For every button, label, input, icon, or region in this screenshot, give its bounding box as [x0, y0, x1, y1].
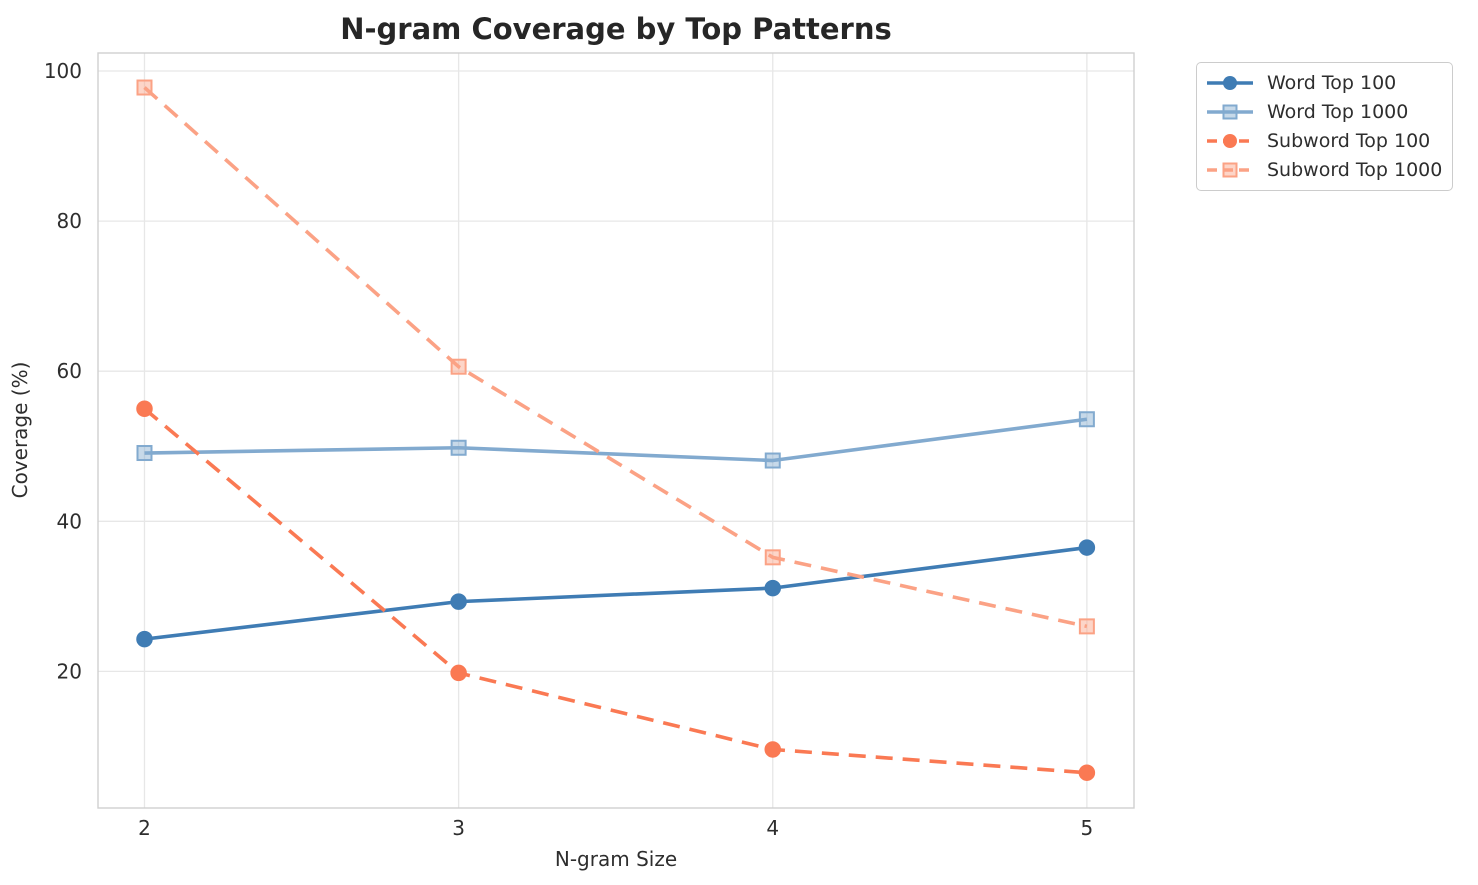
- legend-item-word-top-100: Word Top 100: [1205, 69, 1452, 97]
- data-point-marker: [136, 400, 153, 417]
- data-point-marker: [764, 549, 781, 566]
- x-tick-label: 2: [138, 816, 151, 840]
- data-point-marker: [1078, 618, 1095, 635]
- legend-item-word-top-1000: Word Top 1000: [1205, 98, 1452, 126]
- series-layer: [136, 79, 1096, 781]
- legend-item-subword-top-100: Subword Top 100: [1205, 127, 1452, 155]
- legend-line-sample-icon: [1207, 133, 1253, 148]
- legend-label: Word Top 1000: [1267, 101, 1409, 124]
- legend-label: Subword Top 1000: [1267, 158, 1443, 181]
- data-point-marker: [450, 664, 467, 682]
- x-axis-label: N-gram Size: [555, 847, 677, 871]
- data-point-marker: [136, 79, 153, 96]
- data-point-marker: [136, 445, 153, 462]
- x-tick-label: 4: [766, 816, 779, 840]
- legend-marker: [1222, 162, 1238, 178]
- y-tick-label: 100: [44, 59, 82, 83]
- legend-item-subword-top-1000: Subword Top 1000: [1205, 156, 1452, 184]
- x-tick-label: 3: [452, 816, 465, 840]
- data-point-marker: [450, 358, 467, 375]
- legend-marker: [1223, 133, 1237, 148]
- y-tick-label: 60: [57, 359, 82, 383]
- data-point-marker: [1078, 411, 1095, 428]
- legend-label: Subword Top 100: [1267, 129, 1431, 152]
- y-axis-label: Coverage (%): [8, 362, 32, 499]
- legend-marker: [1223, 76, 1237, 91]
- series-line-subword-top-1000: [143, 86, 1088, 629]
- chart-title: N-gram Coverage by Top Patterns: [340, 12, 892, 46]
- tick-layer: 2 3 4 5 20 40 60 80 100: [44, 59, 1093, 840]
- data-point-marker: [764, 579, 782, 597]
- data-point-marker: [1078, 539, 1096, 556]
- legend-line-sample-icon: [1207, 76, 1253, 91]
- legend-line-sample-icon: [1207, 104, 1253, 120]
- series-line-word-top-1000: [144, 417, 1088, 463]
- x-tick-label: 5: [1081, 816, 1094, 840]
- y-tick-label: 40: [57, 509, 82, 533]
- legend: Word Top 100 Word Top 1000 Subword Top 100…: [1196, 62, 1453, 191]
- legend-label: Word Top 100: [1267, 72, 1397, 95]
- plot-border: [97, 52, 1135, 809]
- legend-line-sample-icon: [1207, 162, 1253, 178]
- y-tick-label: 80: [57, 209, 82, 233]
- data-point-marker: [136, 630, 153, 648]
- series-line-subword-top-100: [143, 407, 1088, 775]
- data-point-marker: [450, 593, 467, 610]
- data-point-marker: [1078, 764, 1096, 781]
- series-line-word-top-100: [144, 545, 1088, 641]
- y-tick-label: 20: [57, 659, 82, 683]
- data-point-marker: [764, 452, 781, 469]
- legend-marker: [1222, 104, 1238, 120]
- data-point-marker: [450, 439, 467, 456]
- data-point-marker: [764, 741, 782, 758]
- grid-layer: [98, 53, 1134, 808]
